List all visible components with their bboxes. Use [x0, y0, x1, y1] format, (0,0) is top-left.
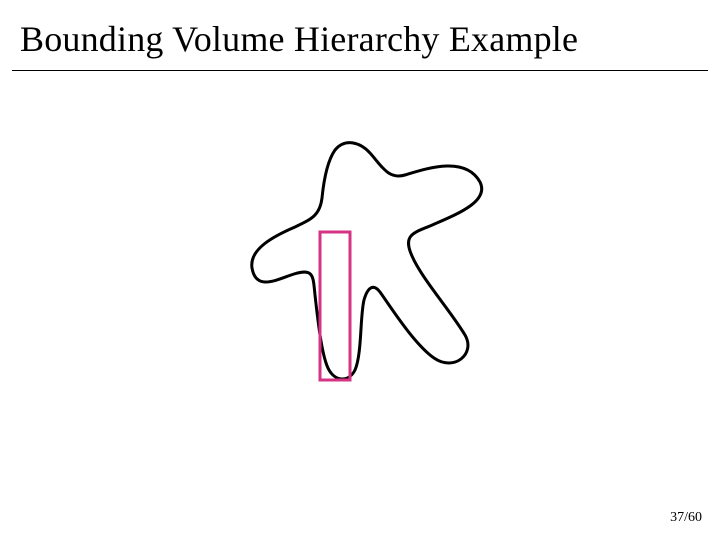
- title-rule: [12, 70, 708, 71]
- slide: Bounding Volume Hierarchy Example 37/60: [0, 0, 720, 540]
- blob-shape: [252, 143, 482, 379]
- page-number: 37/60: [670, 510, 702, 526]
- page-title: Bounding Volume Hierarchy Example: [20, 18, 578, 60]
- bvh-figure: [240, 120, 520, 400]
- bvh-svg: [240, 120, 520, 400]
